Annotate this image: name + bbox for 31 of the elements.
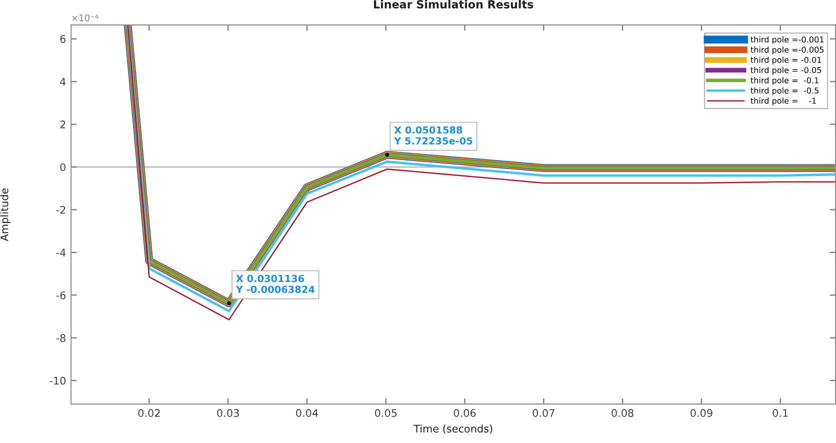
x-tick-label: 0.06 — [454, 409, 476, 417]
y-tick-label: 6 — [60, 35, 66, 43]
x-tick-label: 0.04 — [296, 409, 318, 417]
legend-label: third pole = -0.05 — [750, 66, 822, 75]
y-tick-label: -4 — [56, 248, 66, 256]
x-tick-label: 0.05 — [374, 409, 397, 417]
x-tick-label: 0.03 — [217, 409, 239, 417]
x-axis-title: Time (seconds) — [414, 424, 492, 434]
legend-label: third pole = -0.1 — [750, 77, 818, 85]
y-tick-label: -2 — [56, 206, 66, 214]
x-tick-label: 0.07 — [532, 409, 554, 417]
y-tick-label: 0 — [60, 163, 66, 172]
legend-label: third pole = -1 — [750, 98, 816, 106]
y-axis-title: Amplitude — [0, 188, 10, 242]
x-tick-label: 0.09 — [690, 409, 712, 417]
x-tick-label: 0.1 — [772, 409, 788, 417]
legend-label: third pole =-0.005 — [750, 46, 824, 54]
annotation: X 0.0501588 Y 5.72235e-05 — [394, 126, 472, 145]
legend-label: third pole = -0.5 — [750, 87, 818, 96]
chart-title: Linear Simulation Results — [374, 0, 534, 8]
x-tick-label: 0.08 — [612, 409, 634, 417]
annotation: X 0.0301136 Y -0.00063824 — [236, 274, 314, 294]
y-tick-label: 4 — [60, 78, 66, 86]
y-tick-label: -6 — [56, 291, 66, 300]
y-tick-label: 2 — [60, 120, 66, 128]
x-tick-label: 0.02 — [138, 409, 160, 417]
text: ×10⁻⁴ — [72, 14, 98, 22]
y-tick-label: -10 — [50, 376, 66, 385]
legend-label: third pole =-0.001 — [750, 36, 824, 44]
y-tick-label: -8 — [56, 334, 66, 342]
legend-label: third pole = -0.01 — [750, 56, 821, 64]
